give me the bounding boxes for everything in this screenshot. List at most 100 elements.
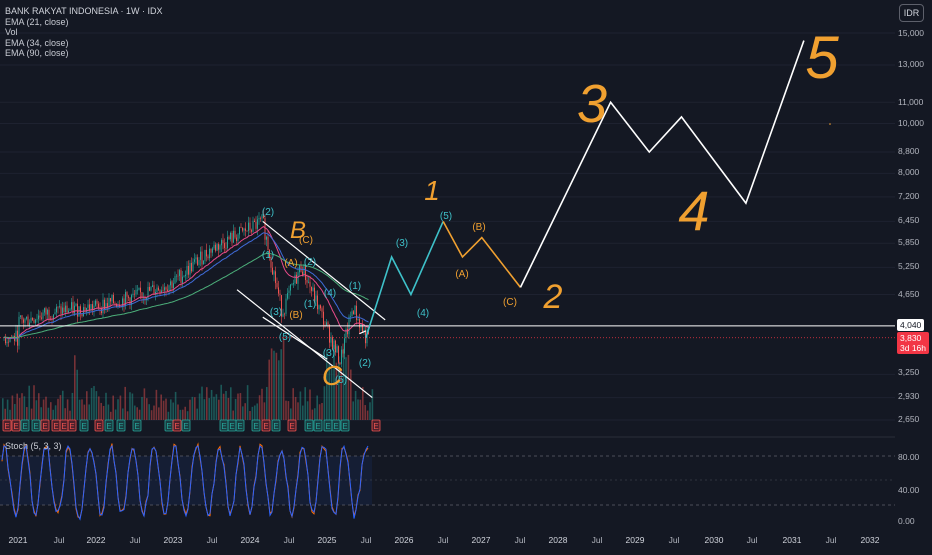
candle-body (339, 362, 341, 364)
candle-body (147, 286, 149, 299)
earnings-marker-box (235, 419, 245, 432)
candle-body (240, 227, 242, 228)
wave-label-cyan: (1) (349, 281, 361, 292)
indicator-ema90[interactable]: EMA (90, close) (5, 48, 69, 59)
volume-bar (64, 408, 66, 420)
earnings-marker-box (313, 419, 323, 432)
stoch-indicator-label[interactable]: Stoch (5, 3, 3) (5, 441, 62, 451)
candle-body (72, 302, 74, 314)
volume-bar (88, 404, 90, 420)
candle-body (162, 290, 164, 292)
volume-bar (107, 404, 110, 420)
candle-body (354, 305, 356, 315)
price-tick: 10,000 (898, 118, 924, 128)
candle-body (135, 289, 137, 295)
volume-bar (11, 395, 14, 420)
time-tick: 2025 (317, 535, 337, 545)
candle-body (255, 221, 257, 229)
earnings-marker-box (2, 419, 12, 432)
candle-body (174, 276, 176, 284)
candle-body (87, 304, 89, 308)
candle-body (212, 248, 213, 253)
time-tick: 2022 (86, 535, 106, 545)
handwritten-wave-number: 2 (543, 278, 563, 316)
earnings-marker-label: E (315, 422, 320, 431)
candle-body (318, 305, 320, 310)
volume-bar (222, 393, 225, 420)
time-tick: 2032 (860, 535, 880, 545)
indicator-ema34[interactable]: EMA (34, close) (5, 37, 69, 48)
candle-body (351, 311, 353, 317)
time-tick: Jul (360, 535, 372, 545)
earnings-marker-label: E (69, 422, 74, 431)
candle-body (47, 309, 48, 315)
channel-lower-line (236, 289, 373, 399)
candle-body (113, 294, 114, 304)
volume-bar (347, 354, 350, 420)
earnings-marker: E (59, 419, 69, 432)
candle-body (221, 240, 222, 246)
volume-bar (297, 402, 299, 420)
candle-body (35, 319, 36, 323)
candle-body (245, 228, 246, 231)
candle-body (185, 274, 186, 277)
candle-body (294, 274, 296, 284)
candle-body (75, 303, 77, 306)
earnings-marker-label: E (106, 422, 111, 431)
price-tick: 4,650 (898, 289, 920, 299)
candle-body (209, 248, 210, 259)
volume-bar (237, 393, 239, 420)
candle-body (278, 287, 279, 294)
currency-button[interactable]: IDR (899, 4, 924, 22)
earnings-marker-label: E (166, 422, 171, 431)
candle-body (338, 346, 339, 363)
candle-body (107, 303, 108, 307)
volume-bar (294, 396, 297, 420)
candle-body (114, 303, 116, 304)
candle-body (366, 330, 368, 344)
stoch-k-line (1, 444, 369, 521)
volume-bar (18, 398, 21, 420)
candle-body (285, 298, 287, 314)
earnings-marker-label: E (263, 422, 268, 431)
earnings-marker-box (331, 419, 341, 432)
volume-bar (330, 368, 333, 420)
candle-body (38, 315, 39, 320)
volume-bar (306, 401, 309, 420)
time-tick: Jul (206, 535, 218, 545)
earnings-marker: E (11, 419, 21, 432)
indicator-ema21[interactable]: EMA (21, close) (5, 16, 69, 27)
indicator-vol[interactable]: Vol (5, 27, 18, 38)
candle-body (15, 330, 17, 341)
candle-body (323, 311, 324, 325)
earnings-marker-label: E (229, 422, 234, 431)
ema-34-line (3, 232, 369, 339)
volume-bar (174, 391, 177, 420)
earnings-marker: E (340, 419, 350, 432)
volume-bar (203, 399, 206, 420)
wave-label-cyan: (5) (440, 211, 452, 222)
volume-bar (278, 360, 280, 420)
candle-body (315, 295, 317, 302)
wave-label-cyan: (3) (396, 238, 408, 249)
volume-bar (302, 405, 304, 420)
candle-body (48, 309, 50, 319)
earnings-marker-label: E (118, 422, 123, 431)
candle-body (248, 222, 249, 231)
candle-body (210, 248, 212, 253)
candle-body (252, 220, 254, 232)
volume-bar (74, 355, 76, 420)
candle-body (119, 304, 120, 307)
last-price-value: 3,830 (900, 333, 922, 343)
candle-body (357, 318, 359, 320)
earnings-marker-box (251, 419, 261, 432)
candle-body (167, 289, 168, 292)
time-tick: Jul (283, 535, 295, 545)
candle-body (54, 312, 56, 315)
symbol-title[interactable]: BANK RAKYAT INDONESIA · 1W · IDX (5, 6, 163, 16)
earnings-marker: E (172, 419, 182, 432)
time-tick: Jul (668, 535, 680, 545)
volume-bar (345, 357, 347, 420)
